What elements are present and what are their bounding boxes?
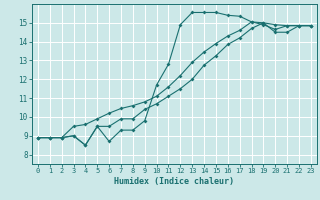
X-axis label: Humidex (Indice chaleur): Humidex (Indice chaleur) <box>115 177 234 186</box>
